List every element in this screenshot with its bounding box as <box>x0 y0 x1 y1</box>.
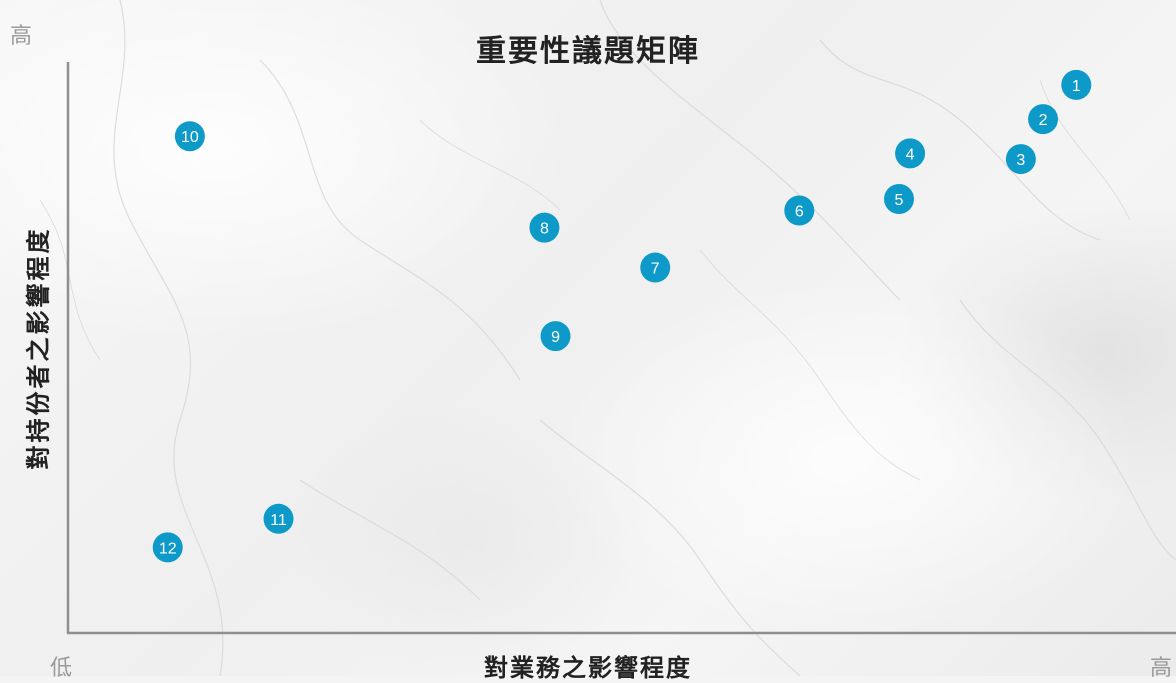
point-marker <box>540 321 571 352</box>
point-marker <box>784 195 815 226</box>
point-marker <box>895 138 926 169</box>
point-label: 8 <box>540 221 549 238</box>
data-point-8: 8 <box>529 212 560 243</box>
y-axis-high-label: 高 <box>10 24 33 49</box>
data-point-3: 3 <box>1005 144 1036 175</box>
point-label: 5 <box>895 192 904 209</box>
point-label: 4 <box>906 146 915 163</box>
data-point-5: 5 <box>884 184 914 215</box>
data-point-1: 1 <box>1061 69 1092 100</box>
point-label: 9 <box>551 329 560 346</box>
data-point-10: 10 <box>174 121 205 152</box>
point-marker <box>174 121 205 152</box>
x-axis-high-label: 高 <box>1150 656 1173 681</box>
point-marker <box>884 184 914 215</box>
point-marker <box>1028 104 1059 135</box>
data-point-4: 4 <box>895 138 926 169</box>
point-marker <box>1005 144 1036 175</box>
data-point-9: 9 <box>540 321 571 352</box>
point-marker <box>1061 69 1092 100</box>
point-label: 7 <box>651 261 660 278</box>
point-label: 1 <box>1072 78 1081 95</box>
data-point-6: 6 <box>784 195 815 226</box>
axis-lines <box>66 62 1176 635</box>
x-axis-low-label: 低 <box>50 656 73 681</box>
point-marker <box>263 503 294 534</box>
point-label: 2 <box>1039 112 1048 129</box>
data-point-2: 2 <box>1028 104 1059 135</box>
point-label: 10 <box>181 129 199 146</box>
point-label: 6 <box>795 203 804 220</box>
point-marker <box>152 532 183 563</box>
data-point-11: 11 <box>263 503 294 534</box>
point-label: 11 <box>270 512 287 529</box>
data-point-12: 12 <box>152 532 183 563</box>
point-label: 3 <box>1016 152 1025 169</box>
point-marker <box>640 252 671 283</box>
point-label: 12 <box>159 540 177 557</box>
data-point-7: 7 <box>640 252 671 283</box>
point-marker <box>529 212 560 243</box>
chart-title: 重要性議題矩陣 <box>476 34 700 69</box>
